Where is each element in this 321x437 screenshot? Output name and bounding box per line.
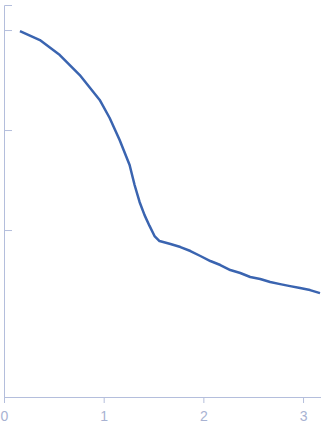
y-tick — [4, 230, 12, 231]
curve — [20, 31, 320, 293]
plot: 0 1 2 3 — [1, 6, 321, 424]
y-tick-mark — [4, 230, 12, 231]
x-tick: 3 — [300, 397, 308, 424]
x-tick: 0 — [1, 397, 9, 424]
x-tick: 1 — [100, 397, 108, 424]
x-tick-label: 3 — [300, 408, 308, 424]
x-tick-mark — [104, 397, 105, 403]
y-axis — [4, 6, 12, 398]
y-tick-mark — [4, 30, 12, 31]
x-tick-mark — [203, 397, 204, 403]
x-tick-label: 2 — [200, 408, 208, 424]
data-area — [20, 31, 320, 293]
y-tick-mark — [4, 130, 12, 131]
x-tick-label: 1 — [100, 408, 108, 424]
y-axis-line — [5, 6, 13, 398]
chart: 0 1 2 3 — [0, 0, 321, 437]
y-tick — [4, 130, 12, 131]
x-tick-mark — [303, 397, 304, 403]
x-axis-line — [5, 398, 321, 404]
x-tick: 2 — [200, 397, 208, 424]
x-tick-label: 0 — [1, 408, 9, 424]
x-axis: 0 1 2 3 — [1, 397, 321, 424]
y-tick — [4, 30, 12, 31]
